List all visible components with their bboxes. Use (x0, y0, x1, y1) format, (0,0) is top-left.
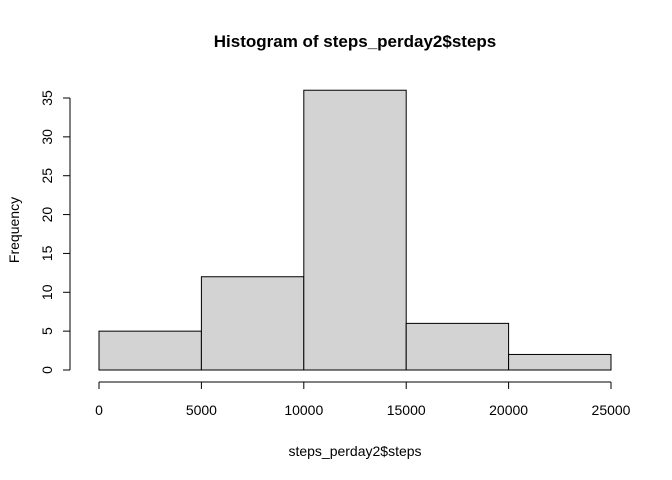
y-tick-label-3: 15 (39, 245, 55, 261)
x-tick-label-5: 25000 (592, 402, 631, 418)
bars-group (98, 89, 612, 371)
y-tick-label-2: 10 (39, 284, 55, 300)
chart-title: Histogram of steps_perday2$steps (214, 32, 497, 51)
histogram-bar-3 (405, 322, 510, 371)
histogram-bar-4 (508, 353, 612, 371)
histogram-bar-0 (98, 330, 202, 371)
y-axis-label: Frequency (6, 197, 22, 263)
histogram-bar-1 (200, 276, 305, 371)
x-axis: 0 5000 10000 15000 20000 25000 (95, 381, 631, 418)
x-tick-label-0: 0 (95, 402, 103, 418)
y-tick-label-0: 0 (39, 366, 55, 374)
y-axis: 0 5 10 15 20 25 30 35 (39, 90, 71, 374)
x-tick-label-4: 20000 (489, 402, 528, 418)
x-tick-label-3: 15000 (387, 402, 426, 418)
y-tick-label-5: 25 (39, 168, 55, 184)
x-axis-label: steps_perday2$steps (288, 443, 421, 459)
y-tick-label-7: 35 (39, 90, 55, 106)
x-tick-label-1: 5000 (186, 402, 217, 418)
y-tick-label-1: 5 (39, 327, 55, 335)
x-tick-label-2: 10000 (284, 402, 323, 418)
y-tick-label-6: 30 (39, 129, 55, 145)
y-tick-label-4: 20 (39, 207, 55, 223)
histogram-bar-2 (303, 89, 407, 371)
